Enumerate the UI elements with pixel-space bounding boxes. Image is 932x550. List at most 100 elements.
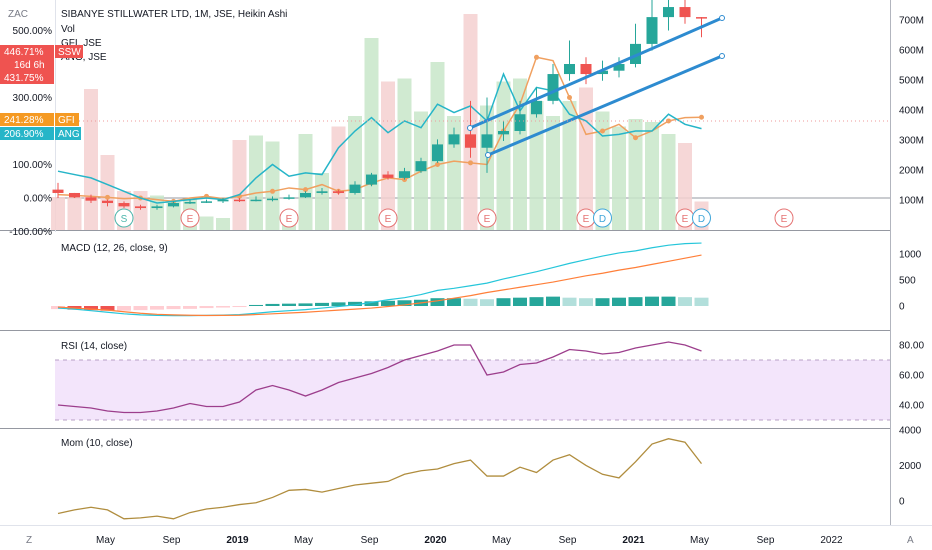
candle-body [514,114,526,131]
time-axis-label: May [96,535,115,546]
event-marker-label: E [286,214,293,225]
legend-ang[interactable]: ANG, JSE [61,52,107,63]
mom-legend[interactable]: Mom (10, close) [61,438,133,449]
volume-bar [315,173,329,230]
right-axis-tick: 100M [899,196,924,207]
time-axis[interactable]: May Sep 2019 May Sep 2020 May Sep 2021 May Sep 2022 [96,535,843,546]
event-marker-label: D [698,214,705,225]
candle-body [250,199,262,202]
currency-label: ZAC [8,9,28,20]
gfi-point [666,118,671,124]
time-axis-label: May [690,535,709,546]
volume-bar [496,81,511,230]
candle-body [267,198,278,201]
gfi-line [57,56,702,203]
candle-body [630,43,641,64]
volume-bar [298,134,313,230]
macd-histogram-bar [199,306,214,309]
gfi-point [633,135,638,141]
time-axis-label: May [294,535,313,546]
volume-bar [612,126,626,230]
macd-histogram-bar [579,298,593,306]
volume-bar [562,101,577,230]
signal-line [57,254,702,317]
comparison-series [57,54,704,204]
rsi-legend[interactable]: RSI (14, close) [61,341,127,352]
macd-histogram-bar [694,297,709,306]
volume-axis[interactable]: 700M 600M 500M 400M 300M 200M 100M 1000 500 0 80.0… [899,16,924,508]
candle-body [184,202,196,204]
macd-histogram-bar [265,303,280,306]
macd-axis-tick: 1000 [899,250,922,261]
macd-histogram-bar [645,296,659,306]
volume-bar [628,119,643,230]
candle-body [531,100,542,115]
macd-axis-tick: 0 [899,302,905,313]
gfi-point [303,187,308,193]
event-marker [593,208,612,228]
chart-title[interactable]: SIBANYE STILLWATER LTD, 1M, JSE, Heikin … [61,9,287,20]
candle-body [300,192,311,198]
volume-bar [579,87,593,230]
candle-body [580,64,592,75]
macd-histogram-bar [166,306,181,310]
time-axis-label: Sep [361,535,379,546]
macd-histogram-bar [100,306,115,311]
candle-body [646,17,658,44]
channel-upper-line[interactable] [469,16,723,130]
event-marker [279,208,299,228]
volume-bar [100,155,115,230]
candle-body [481,134,493,148]
right-axis-tick: 300M [899,136,924,147]
right-axis-tick: 500M [899,76,924,87]
candle-body [234,199,245,202]
event-marker-label: E [484,214,491,225]
candle-body [201,201,212,203]
gfi-point [567,95,572,100]
macd-histogram-bar [397,300,412,306]
time-axis-label: 2021 [622,535,645,546]
macd-histogram-bar [298,303,313,306]
time-axis-label: 2019 [226,535,249,546]
volume-bar [166,200,181,230]
legend-gfi[interactable]: GFI, JSE [61,38,102,49]
rsi-axis-tick: 60.00 [899,371,924,382]
price-badges: 446.71% SSW 16d 6h 431.75% 241.28% GFI 2… [0,45,83,140]
left-axis-tick: 300.00% [13,93,53,104]
candle-body [382,174,394,178]
candle-body [366,174,377,185]
rsi-pane [57,341,702,414]
legend-volume[interactable]: Vol [61,24,75,35]
macd-histogram-bar [84,306,98,311]
right-axis-tick: 200M [899,166,924,177]
volume-bar [364,38,379,230]
gfi-point [600,128,605,134]
event-marker [114,208,134,228]
candle-body [118,203,130,207]
mom-axis-tick: 2000 [899,461,922,472]
trend-channel[interactable] [467,15,725,158]
macd-histogram-bar [232,306,247,308]
event-marker [774,208,794,228]
macd-legend[interactable]: MACD (12, 26, close, 9) [61,243,168,254]
log-scale-button[interactable]: Z [26,535,32,546]
candle-body [448,134,460,145]
bottom-corner-buttons[interactable]: Z A [26,535,914,546]
candle-body [85,197,97,201]
candle-body [283,197,295,199]
volume-bar [595,111,610,230]
macd-histogram-bar [678,297,692,306]
rsi-axis-tick: 80.00 [899,341,924,352]
left-axis-tick: 0.00% [24,194,52,205]
volume-bar [232,140,247,230]
channel-lower-line[interactable] [487,54,723,157]
macd-histogram-bar [612,297,626,306]
volume-bar [529,101,544,230]
macd-histogram-bar [282,303,296,306]
macd-histogram-bar [183,306,197,309]
volume-bar [397,78,412,230]
auto-scale-button[interactable]: A [907,535,914,546]
macd-histogram-bar [463,298,478,306]
